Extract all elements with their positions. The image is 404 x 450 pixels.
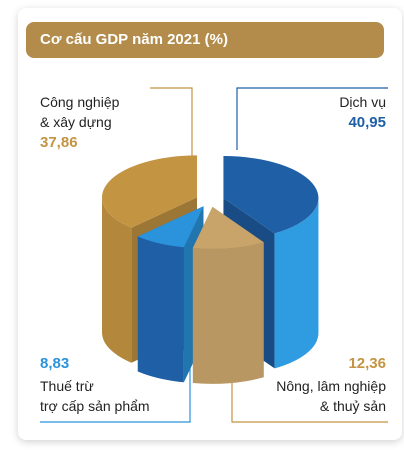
- slice-label: Dịch vụ: [339, 94, 386, 110]
- leader-line: [40, 360, 191, 423]
- slice-label: Công nghiệp & xây dựng: [40, 94, 120, 130]
- leader-line: [150, 87, 193, 185]
- slice-top: [137, 206, 204, 248]
- slice-top: [223, 156, 319, 234]
- value-label: 37,86: [40, 134, 78, 151]
- slice-wall: [274, 198, 319, 369]
- value-label: 12,36: [348, 355, 386, 372]
- slice-top: [102, 155, 198, 228]
- value-label: 8,83: [40, 355, 70, 372]
- pie: [102, 155, 319, 384]
- slice-wall: [192, 242, 264, 384]
- value-label: 40,95: [348, 114, 386, 131]
- slice-wall: [137, 236, 184, 383]
- chart-title: Cơ cấu GDP năm 2021 (%): [26, 22, 384, 58]
- slice-top: [192, 206, 264, 249]
- slice-label: Thuế trừ trợ cấp sản phẩm: [40, 378, 150, 414]
- leader-line: [236, 87, 388, 150]
- slice-wall: [102, 197, 132, 363]
- slice-label: Nông, lâm nghiệp & thuỷ sản: [276, 378, 386, 414]
